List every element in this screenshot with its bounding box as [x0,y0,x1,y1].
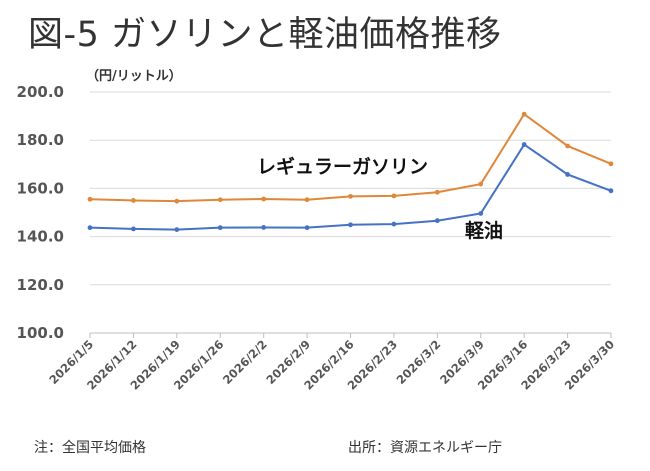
gridlines [90,91,611,334]
data-point-regular [87,196,93,202]
y-tick-label: 120.0 [17,276,64,294]
data-point-regular [391,193,397,199]
data-point-diesel [261,225,267,230]
data-point-regular [478,181,484,187]
x-tick-label: 2026/2/2 [220,337,270,387]
data-point-diesel [304,225,310,231]
data-point-diesel [478,211,484,216]
data-point-regular [521,111,527,117]
data-point-regular [304,197,310,203]
data-point-diesel [434,218,440,224]
data-point-regular [131,198,136,203]
y-tick-label: 180.0 [17,131,64,149]
series-label-diesel: 軽油 [465,220,503,242]
x-axis-ticks: 2026/1/52026/1/122026/1/192026/1/262026/… [46,333,617,393]
x-tick-label: 2026/3/2 [394,337,444,387]
data-point-diesel [521,142,527,147]
data-point-regular [217,197,223,203]
y-tick-label: 200.0 [17,83,64,101]
data-point-diesel [391,221,397,227]
data-point-diesel [174,227,180,233]
y-tick-label: 100.0 [17,324,64,342]
data-point-diesel [87,225,93,231]
y-unit-label: （円/リットル） [86,68,182,84]
data-point-diesel [348,222,353,228]
data-point-regular [348,193,353,199]
data-point-regular [434,189,440,195]
footnote: 注：全国平均価格 [34,440,146,456]
y-axis-ticks: 100.0 120.0 140.0 160.0 180.0 200.0 [17,83,64,342]
data-point-regular [174,198,180,204]
y-tick-label: 160.0 [17,179,64,197]
data-point-diesel [565,172,570,177]
source-note: 出所：資源エネルギー庁 [348,440,502,456]
data-point-diesel [608,188,614,194]
data-point-regular [261,196,267,202]
data-point-diesel [131,226,136,232]
y-tick-label: 140.0 [17,228,64,246]
data-point-regular [608,161,614,167]
series-label-regular: レギュラーガソリン [257,156,428,178]
data-point-diesel [217,225,223,231]
series-points [87,111,614,233]
data-point-regular [565,143,570,149]
chart-title: 図-5 ガソリンと軽油価格推移 [28,15,502,55]
